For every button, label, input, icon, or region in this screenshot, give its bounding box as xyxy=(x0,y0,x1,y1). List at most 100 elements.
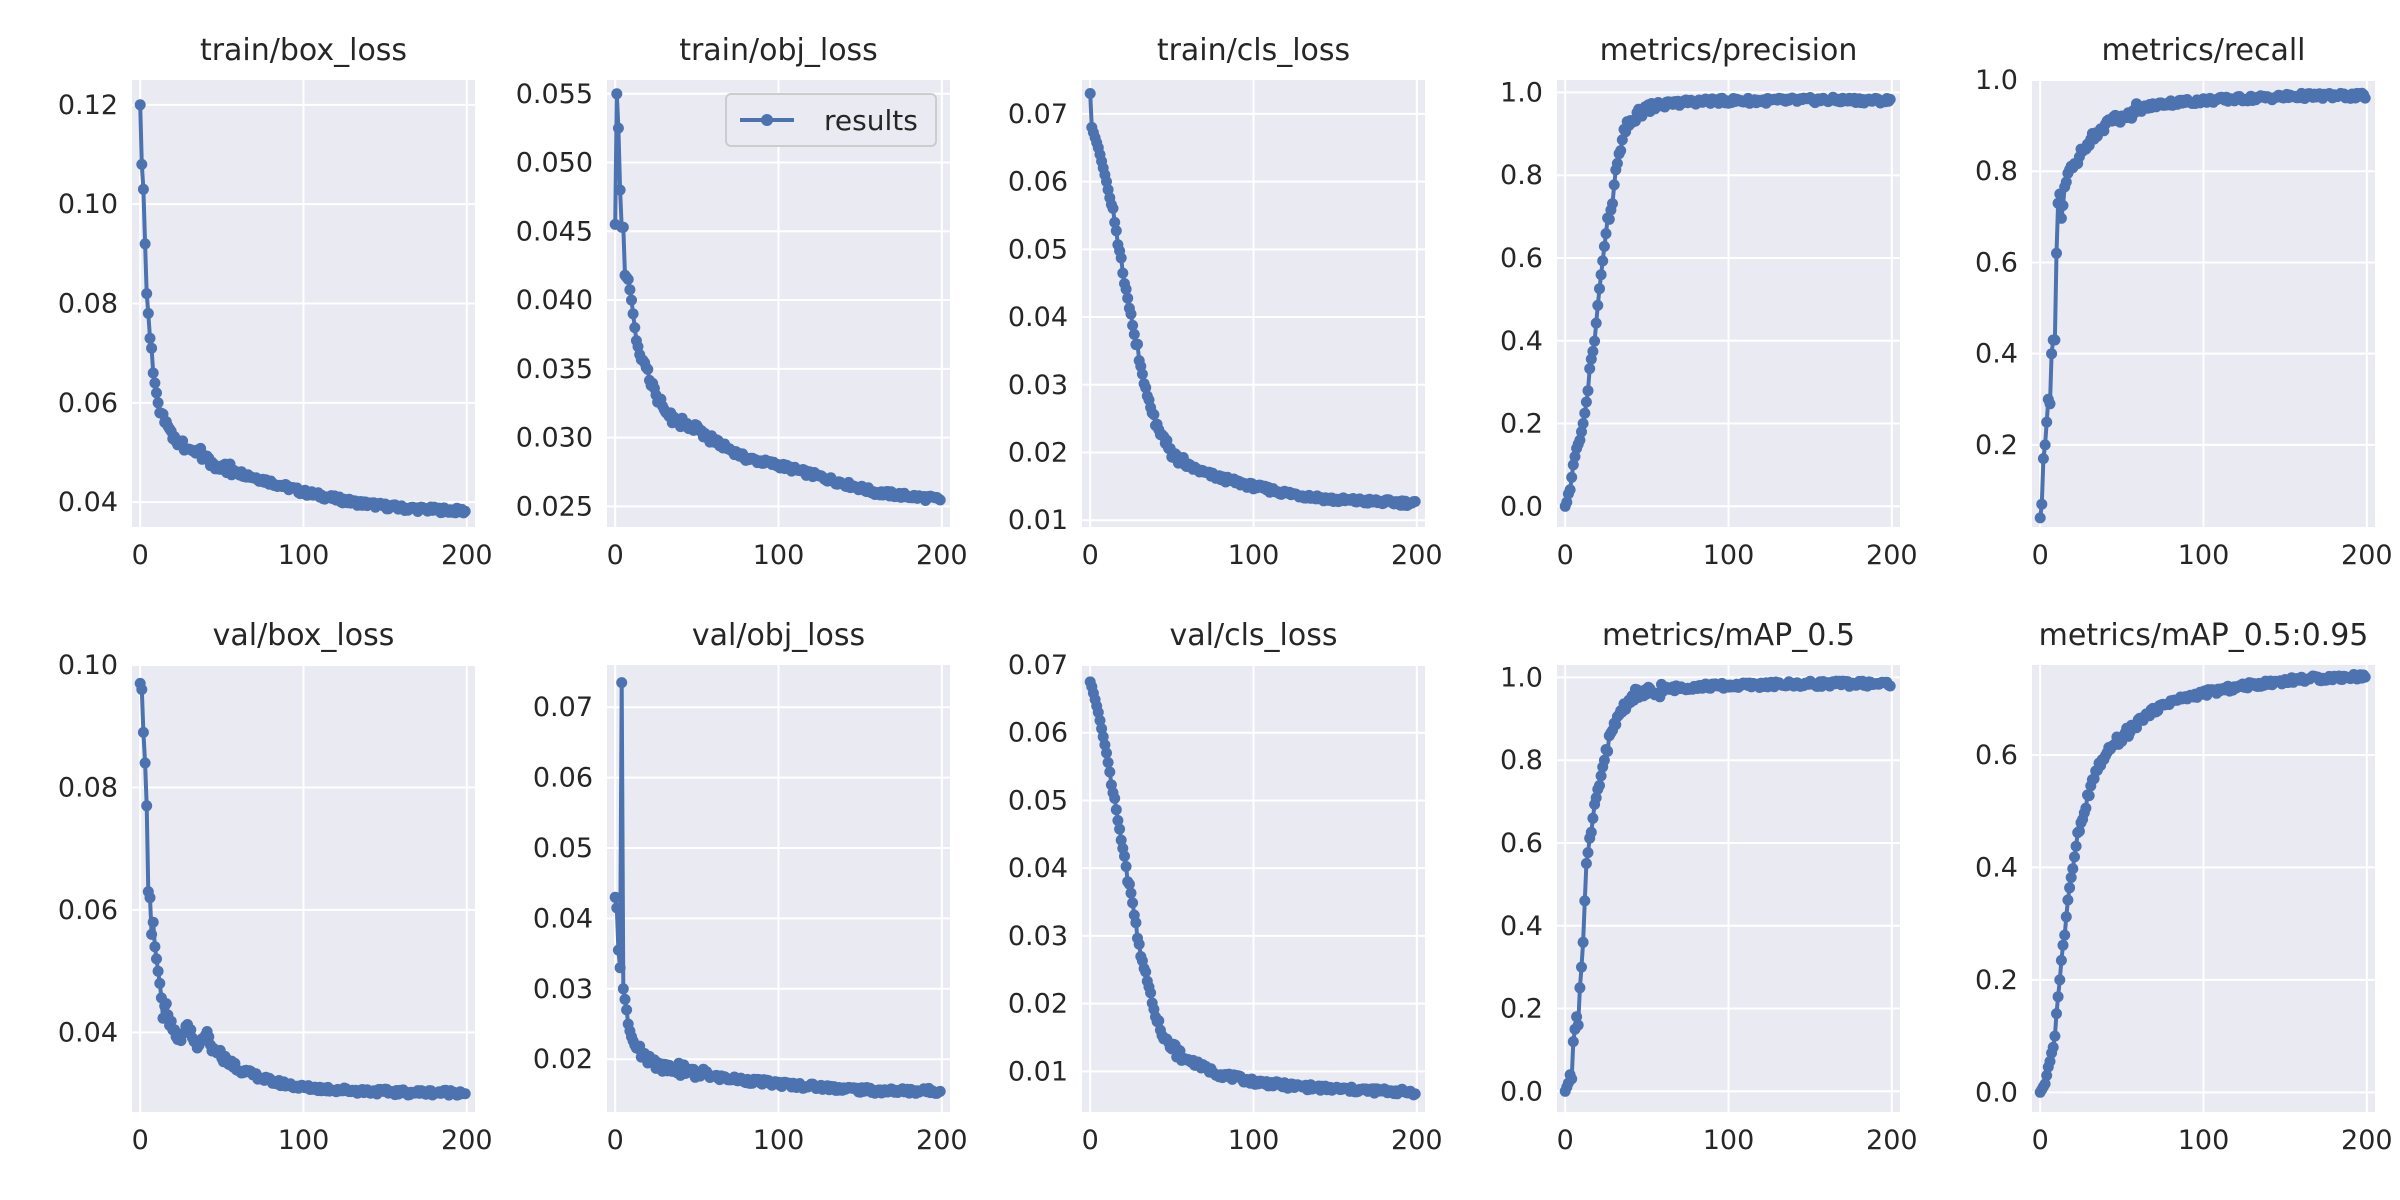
data-point xyxy=(2073,825,2085,837)
y-tick-label: 1.0 xyxy=(1975,65,2018,96)
data-point xyxy=(1122,292,1134,304)
y-tick-label: 0.01 xyxy=(1008,1056,1068,1087)
data-point xyxy=(1577,418,1589,429)
data-point xyxy=(1603,213,1615,225)
data-point xyxy=(609,891,621,903)
chart-title: train/box_loss xyxy=(200,33,407,68)
chart-panel: val/box_loss 0 100 200 0.04 0.06 0.08 0.10 xyxy=(58,618,493,1156)
data-point xyxy=(1582,847,1594,859)
data-point xyxy=(1615,145,1627,157)
data-point xyxy=(2051,247,2062,259)
data-point xyxy=(137,183,149,195)
y-tick-label: 0.06 xyxy=(1008,718,1068,749)
data-point xyxy=(614,962,626,974)
data-point xyxy=(1582,385,1594,397)
data-point xyxy=(611,902,623,914)
data-point xyxy=(1140,966,1152,978)
data-point xyxy=(160,998,172,1010)
data-point xyxy=(1104,766,1116,778)
data-point xyxy=(149,941,161,953)
data-point xyxy=(136,684,148,695)
chart-panel: metrics/mAP_0.5:0.95 0 100 200 0.0 0.2 0.4 0.6 xyxy=(1975,618,2393,1156)
chart-panel: train/box_loss 0 100 200 0.04 0.06 0.08 0.10 0.1… xyxy=(58,33,493,571)
x-tick-label: 0 xyxy=(132,1125,149,1156)
data-point xyxy=(1595,770,1607,782)
data-point xyxy=(2044,398,2056,410)
x-tick-label: 0 xyxy=(1082,540,1099,571)
data-point xyxy=(139,757,151,769)
data-point xyxy=(612,122,624,134)
chart-title: val/box_loss xyxy=(213,618,395,653)
data-point xyxy=(629,322,641,334)
data-point xyxy=(147,916,159,928)
x-tick-label: 100 xyxy=(1228,1125,1280,1156)
data-point xyxy=(2060,176,2072,188)
chart-title: val/cls_loss xyxy=(1170,618,1338,653)
legend-marker-icon xyxy=(761,114,773,126)
y-tick-label: 0.02 xyxy=(1008,438,1068,469)
data-point xyxy=(1580,858,1592,869)
data-point xyxy=(1409,496,1421,507)
data-point xyxy=(2041,1070,2053,1081)
data-point xyxy=(1136,368,1148,380)
data-point xyxy=(1574,434,1586,446)
data-point xyxy=(1120,283,1132,295)
data-point xyxy=(1409,1088,1421,1100)
data-point xyxy=(1125,308,1137,320)
data-point xyxy=(1569,451,1581,463)
data-point xyxy=(1576,426,1587,438)
y-tick-label: 0.2 xyxy=(1975,430,2018,461)
y-tick-label: 0.08 xyxy=(58,289,118,320)
data-point xyxy=(1587,812,1599,824)
y-tick-label: 0.04 xyxy=(1008,853,1068,884)
y-tick-label: 0.06 xyxy=(533,763,593,794)
data-point xyxy=(1127,319,1139,331)
data-point xyxy=(2065,872,2077,883)
chart-title: val/obj_loss xyxy=(692,618,865,653)
y-tick-label: 0.0 xyxy=(1500,491,1543,522)
y-tick-label: 0.030 xyxy=(516,423,593,454)
data-point xyxy=(1884,680,1896,692)
x-tick-label: 200 xyxy=(916,540,968,571)
data-point xyxy=(2052,991,2064,1003)
data-point xyxy=(1140,382,1152,394)
chart-panel: train/obj_loss 0 100 200 0.025 0.030 0.035 0.04… xyxy=(516,33,968,571)
data-point xyxy=(1884,93,1896,105)
x-tick-label: 100 xyxy=(753,540,805,571)
data-point xyxy=(151,387,162,399)
data-point xyxy=(152,965,164,977)
data-point xyxy=(141,288,153,300)
chart-title: train/cls_loss xyxy=(1157,33,1350,68)
y-tick-label: 0.02 xyxy=(533,1044,593,1075)
y-tick-label: 0.2 xyxy=(1975,965,2018,996)
data-point xyxy=(1567,1036,1579,1048)
x-tick-label: 0 xyxy=(1082,1125,1099,1156)
data-point xyxy=(1110,225,1122,237)
data-point xyxy=(1577,936,1589,948)
data-point xyxy=(1595,269,1607,281)
y-tick-label: 0.07 xyxy=(1008,650,1068,681)
data-point xyxy=(2055,954,2067,966)
y-tick-label: 0.03 xyxy=(533,974,593,1005)
data-point xyxy=(1574,982,1586,994)
data-point xyxy=(1133,938,1145,950)
data-point xyxy=(2049,334,2061,346)
x-tick-label: 0 xyxy=(607,540,624,571)
data-point xyxy=(144,332,156,344)
y-tick-label: 0.10 xyxy=(58,650,118,681)
x-tick-label: 0 xyxy=(2032,1125,2049,1156)
y-tick-label: 0.4 xyxy=(1975,852,2018,883)
data-point xyxy=(616,677,628,689)
chart-title: metrics/mAP_0.5:0.95 xyxy=(2039,618,2369,653)
data-point xyxy=(134,99,146,111)
data-point xyxy=(1579,895,1591,907)
y-tick-label: 0.6 xyxy=(1975,247,2018,278)
chart-title: metrics/precision xyxy=(1600,33,1858,68)
y-tick-label: 0.6 xyxy=(1500,828,1543,859)
data-point xyxy=(2070,840,2082,852)
data-point xyxy=(1587,345,1599,357)
data-point xyxy=(627,308,639,320)
data-point xyxy=(2037,453,2049,465)
x-tick-label: 0 xyxy=(1557,1125,1574,1156)
data-point xyxy=(2049,1030,2061,1042)
